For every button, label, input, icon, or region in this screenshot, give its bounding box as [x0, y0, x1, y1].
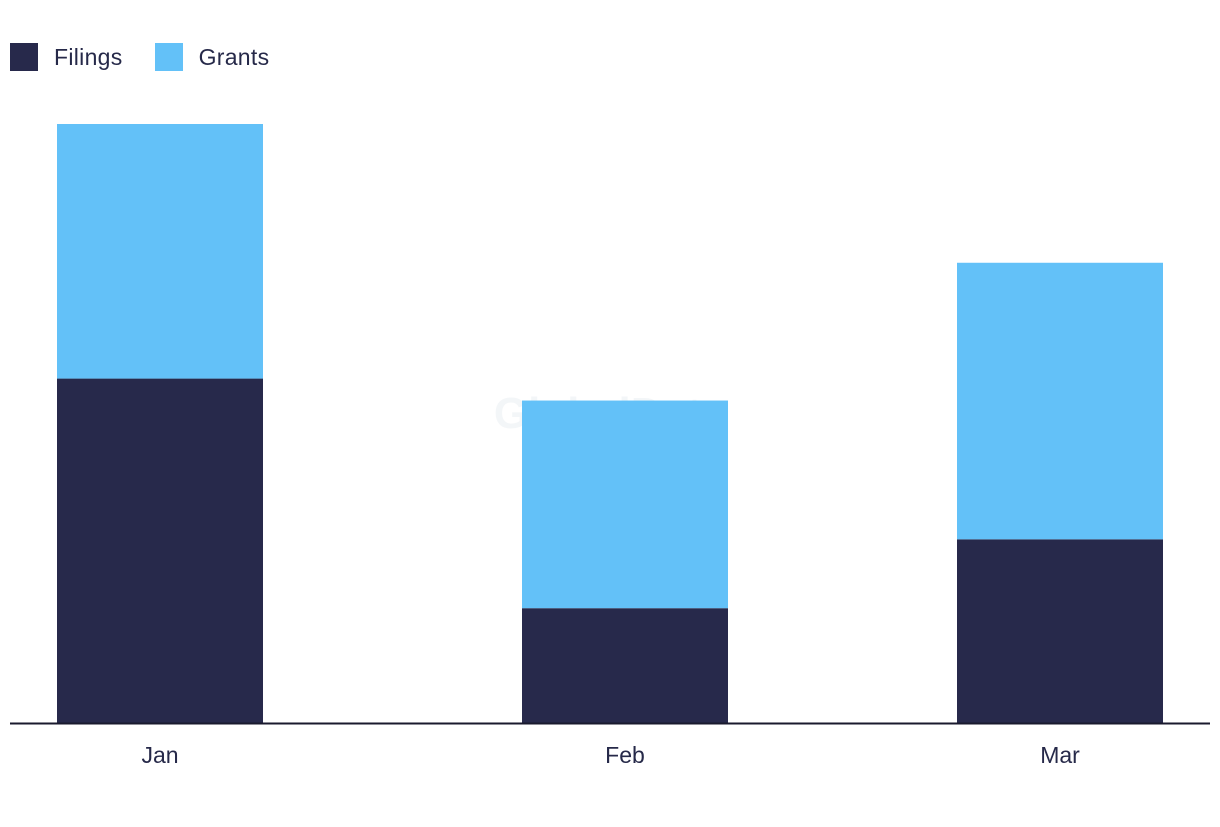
legend-item-filings: Filings: [10, 43, 123, 71]
x-tick-label-jan: Jan: [141, 742, 178, 768]
legend-swatch-grants: [154, 43, 183, 71]
bar-grants-jan: [57, 124, 263, 379]
bar-grants-mar: [957, 262, 1163, 540]
bar-grants-feb: [522, 400, 728, 609]
legend-label-filings: Filings: [54, 43, 123, 70]
legend-label-grants: Grants: [198, 43, 270, 70]
bar-filings-jan: [57, 378, 263, 723]
x-tick-label-mar: Mar: [1040, 742, 1080, 768]
bar-filings-feb: [522, 608, 728, 723]
legend: Filings Grants: [10, 43, 301, 71]
legend-swatch-filings: [10, 43, 38, 71]
bar-filings-mar: [957, 539, 1163, 723]
legend-item-grants: Grants: [154, 43, 270, 71]
x-tick-label-feb: Feb: [605, 742, 645, 768]
